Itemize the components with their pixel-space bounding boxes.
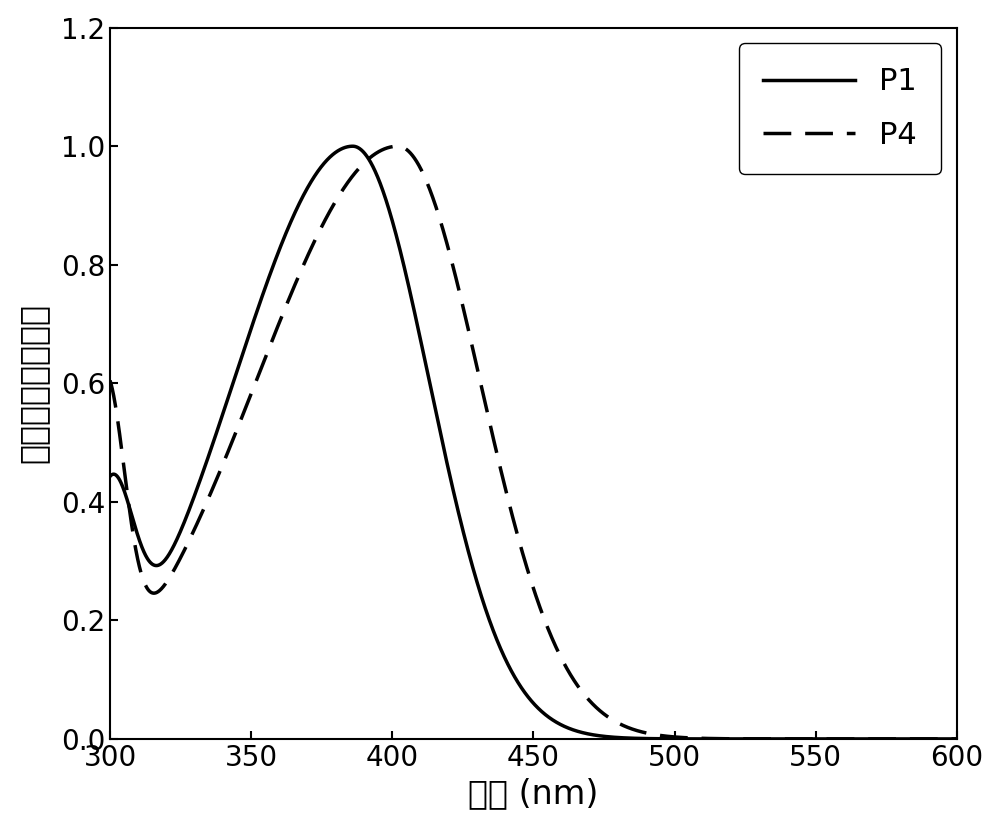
P4 — [201, 498, 213, 508]
Line: P4: P4 — [110, 146, 957, 739]
P4 — [251, 375, 263, 385]
P4 — [392, 141, 404, 151]
X-axis label: 波长 (nm): 波长 (nm) — [468, 777, 599, 810]
P1 — [951, 734, 963, 743]
P4 — [843, 734, 855, 743]
P1 — [934, 734, 946, 743]
Line: P1: P1 — [110, 146, 957, 739]
P1 — [429, 403, 441, 413]
P4 — [466, 339, 478, 349]
P4 — [934, 734, 946, 743]
P4 — [104, 375, 116, 385]
P1 — [347, 141, 359, 151]
P4 — [951, 734, 963, 743]
P4 — [429, 199, 441, 209]
P1 — [104, 471, 116, 481]
Legend: P1, P4: P1, P4 — [739, 43, 941, 174]
P1 — [466, 559, 478, 569]
P1 — [251, 307, 263, 317]
P1 — [843, 734, 855, 743]
P1 — [201, 457, 213, 466]
Y-axis label: 紫外可见吸收强度: 紫外可见吸收强度 — [17, 304, 50, 463]
